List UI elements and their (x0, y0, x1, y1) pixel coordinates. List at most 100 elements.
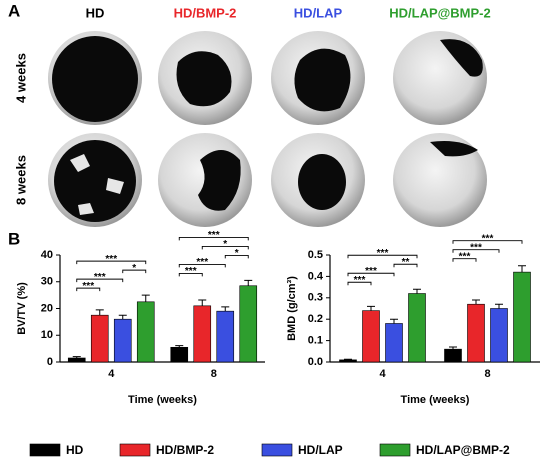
x-axis-label: Time (weeks) (128, 394, 197, 406)
y-axis-label: BV/TV (%) (16, 282, 28, 335)
significance-bracket (347, 281, 372, 286)
bar (467, 303, 485, 363)
significance-label: * (223, 239, 227, 250)
bar (90, 314, 109, 363)
significance-bracket (452, 249, 500, 253)
y-tick-label: 0.5 (308, 249, 323, 261)
error-bar (472, 299, 480, 305)
significance-label: *** (105, 254, 117, 265)
scan (393, 133, 487, 227)
y-tick-label: 20 (41, 302, 53, 314)
error-bar (141, 294, 150, 302)
scan (158, 133, 252, 227)
significance-label: *** (82, 281, 94, 292)
x-tick-label: 4 (108, 368, 115, 380)
significance-bracket (76, 287, 101, 292)
bar (490, 308, 508, 363)
significance-label: *** (354, 275, 366, 286)
significance-bracket (452, 258, 477, 262)
error-bar (367, 305, 375, 311)
significance-label: *** (470, 242, 482, 253)
significance-bracket (122, 269, 147, 274)
row-label: 4 weeks (13, 53, 28, 103)
scan (158, 31, 252, 125)
significance-bracket (452, 240, 523, 244)
legend-swatch (261, 443, 293, 457)
scan (271, 31, 365, 125)
legend-swatch (379, 443, 411, 457)
legend-swatch (119, 443, 151, 457)
bar (362, 310, 380, 363)
significance-label: *** (482, 233, 494, 244)
error-bar (198, 299, 207, 306)
error-bar (221, 306, 230, 312)
significance-label: *** (208, 230, 220, 241)
column-header: HD/LAP (294, 5, 343, 20)
significance-label: *** (196, 257, 208, 268)
bar (113, 318, 132, 363)
panel-label: B (8, 229, 20, 248)
significance-bracket (224, 254, 249, 259)
significance-label: * (235, 248, 239, 259)
error-bar (72, 356, 81, 358)
bar (513, 271, 531, 363)
scan (48, 133, 142, 227)
significance-bracket (178, 272, 203, 277)
error-bar (95, 309, 104, 316)
scan (271, 133, 365, 227)
significance-label: * (132, 263, 136, 274)
y-tick-label: 0.4 (308, 270, 324, 282)
significance-bracket (76, 260, 147, 265)
bar (67, 357, 86, 363)
y-axis-label: BMD (g/cm³) (286, 276, 298, 341)
micro-ct-images (48, 31, 487, 227)
legend-label: HD/BMP-2 (156, 443, 214, 457)
error-bar (344, 358, 352, 360)
significance-bracket (178, 236, 249, 241)
bar (408, 293, 426, 363)
significance-label: *** (365, 266, 377, 277)
y-tick-label: 40 (41, 249, 53, 261)
significance-bracket (347, 254, 418, 259)
y-tick-label: 10 (41, 329, 53, 341)
error-bar (449, 346, 457, 350)
bar (239, 285, 258, 363)
legend-label: HD/LAP (298, 443, 343, 457)
significance-label: *** (185, 266, 197, 277)
legend-label: HD/LAP@BMP-2 (416, 443, 510, 457)
significance-bracket (201, 245, 249, 250)
bar (444, 348, 462, 363)
scan (393, 31, 487, 125)
bar (216, 310, 235, 363)
legend-label: HD (66, 443, 84, 457)
y-tick-label: 0.1 (308, 335, 323, 347)
row-label: 8 weeks (13, 155, 28, 205)
bar (385, 323, 403, 363)
significance-bracket (178, 263, 226, 268)
error-bar (413, 288, 421, 294)
x-tick-label: 8 (484, 368, 490, 380)
y-tick-label: 30 (41, 276, 53, 288)
significance-bracket (347, 272, 395, 277)
scan (48, 31, 142, 125)
error-bar (175, 345, 184, 348)
column-header: HD/LAP@BMP-2 (389, 5, 491, 20)
x-tick-label: 4 (379, 368, 386, 380)
error-bar (495, 303, 503, 309)
error-bar (118, 314, 127, 320)
column-header: HD/BMP-2 (174, 5, 237, 20)
significance-bracket (393, 263, 418, 268)
error-bar (518, 265, 526, 273)
y-tick-label: 0 (47, 356, 53, 368)
bar (339, 359, 357, 363)
error-bar (244, 279, 253, 286)
bar (136, 301, 155, 363)
panel-label: A (8, 1, 20, 20)
x-axis-label: Time (weeks) (401, 394, 470, 406)
significance-label: *** (459, 251, 471, 262)
y-tick-label: 0.2 (308, 313, 323, 325)
significance-label: *** (94, 272, 106, 283)
x-tick-label: 8 (211, 368, 217, 380)
column-header: HD (86, 5, 105, 20)
bar (170, 346, 189, 363)
